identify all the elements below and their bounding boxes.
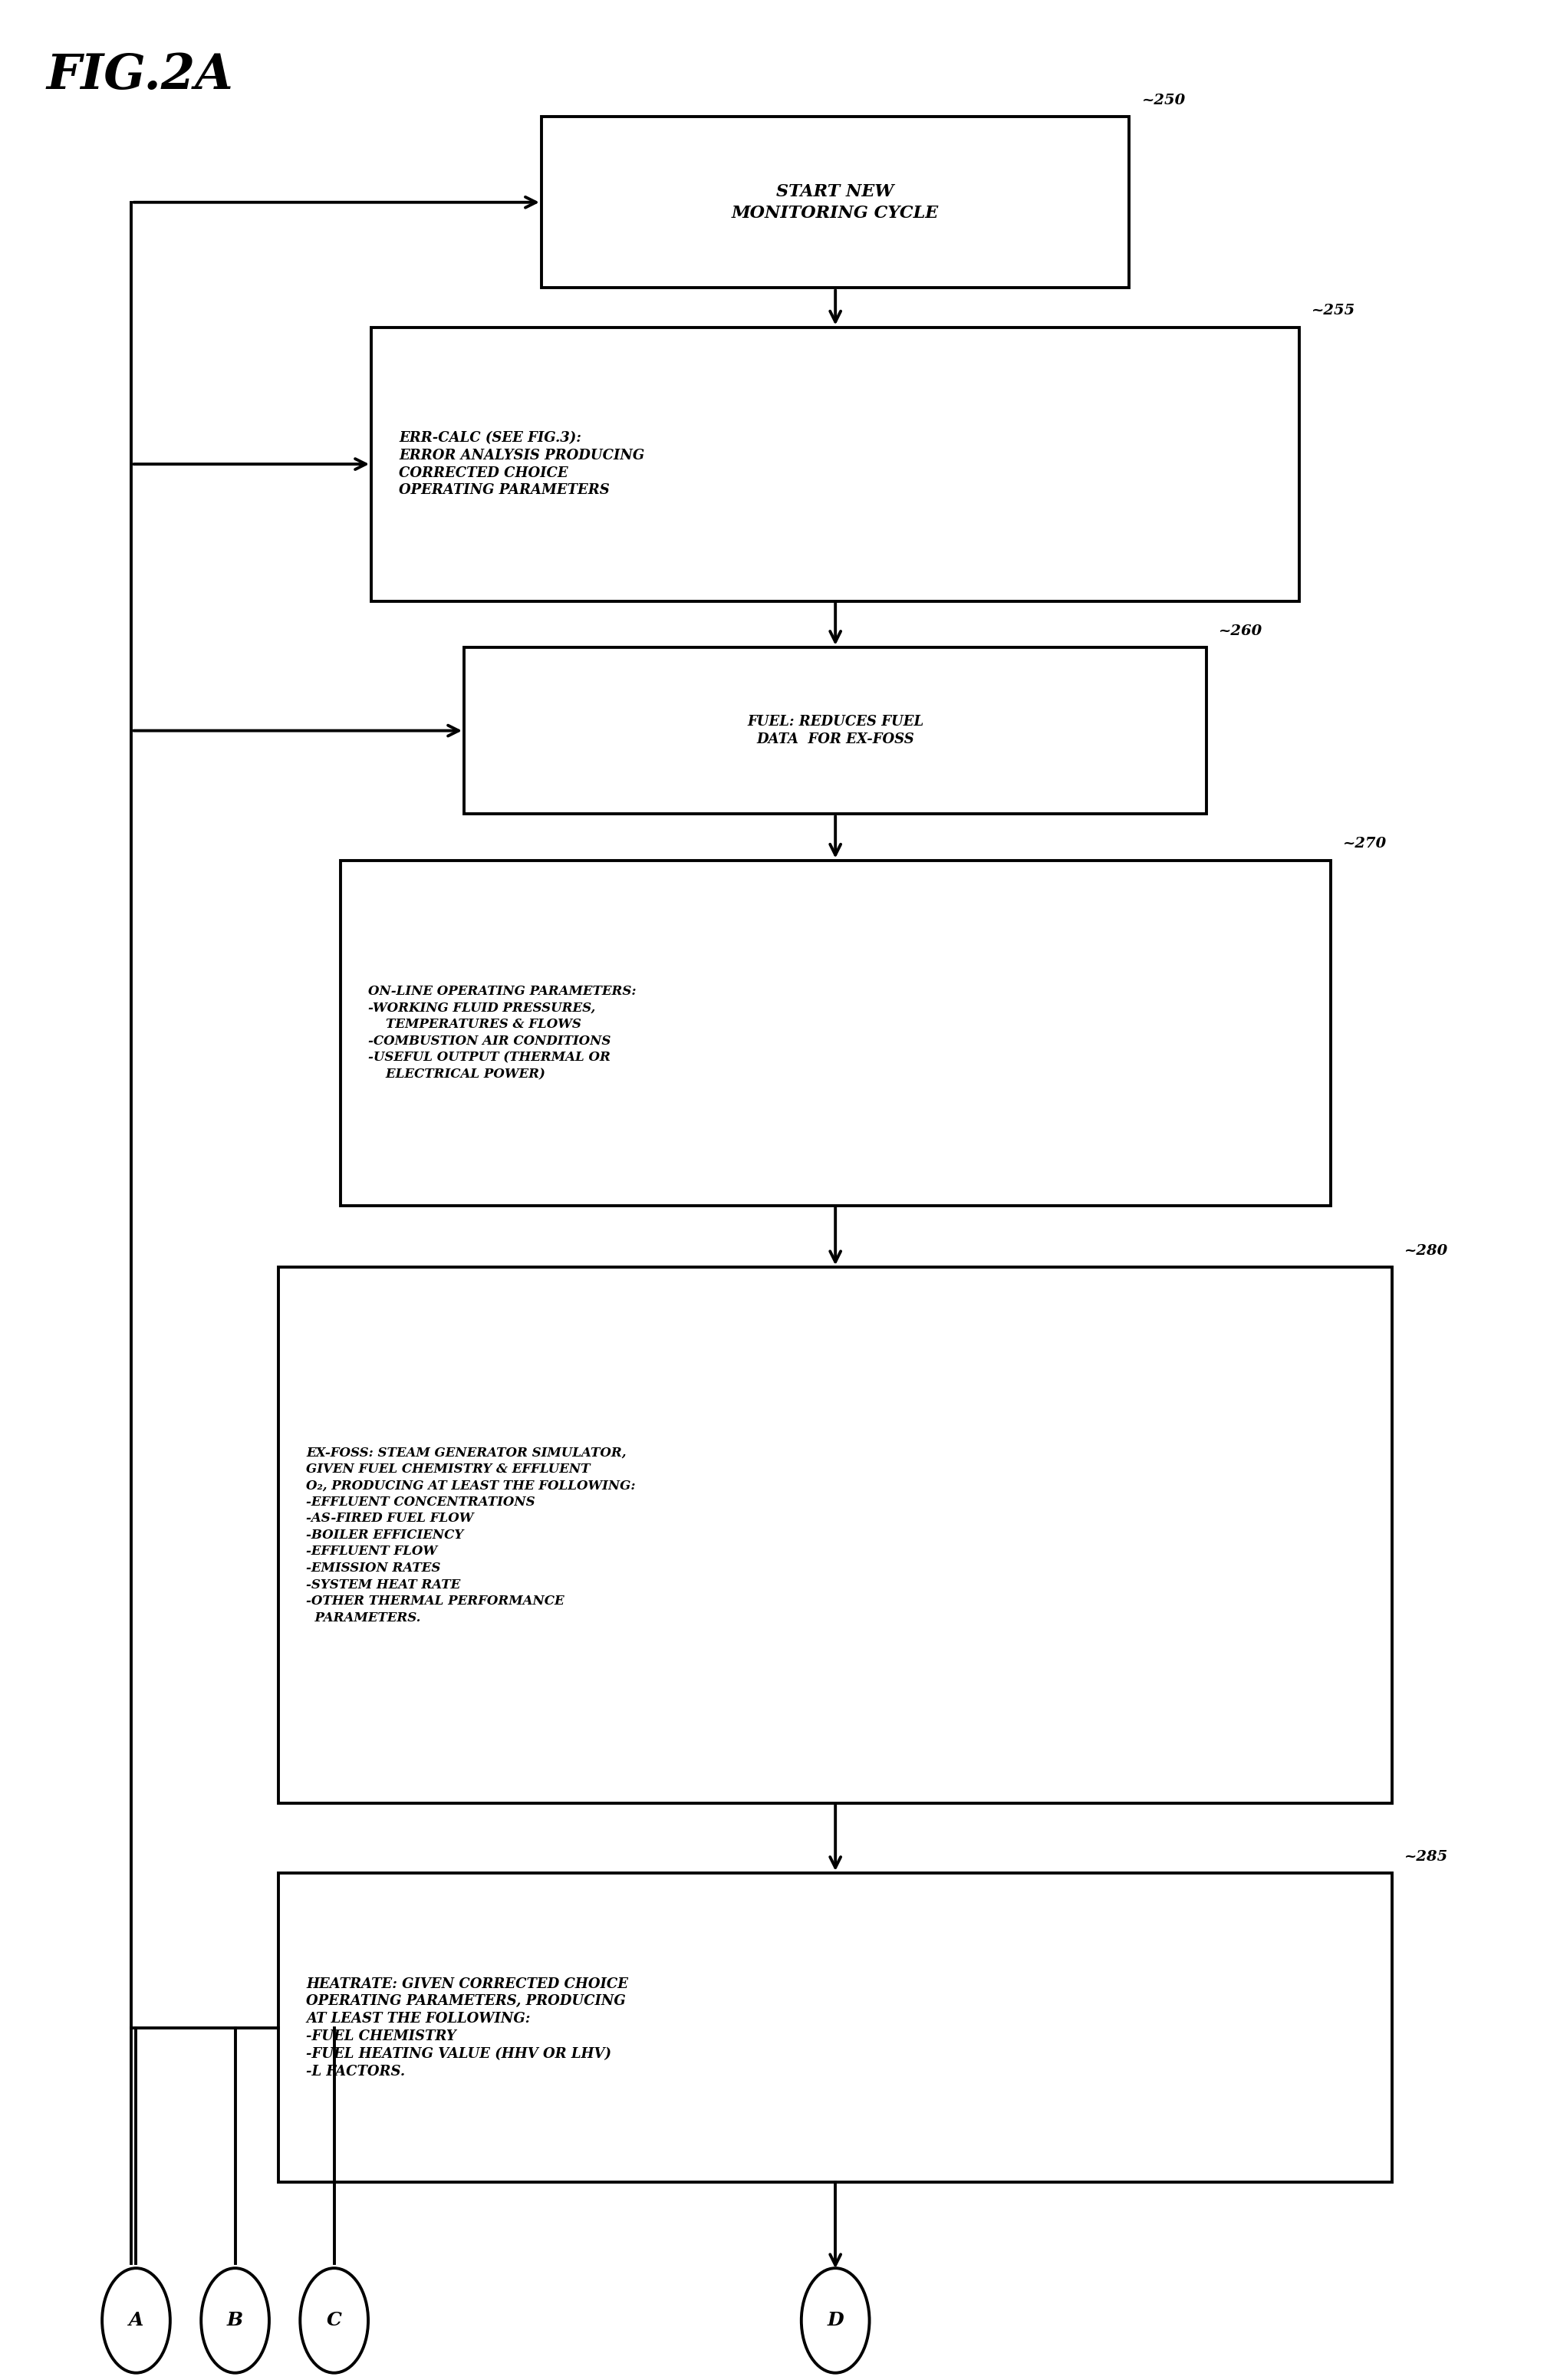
Text: FIG.2A: FIG.2A <box>46 52 234 100</box>
Text: B: B <box>227 2311 243 2330</box>
Bar <box>371 326 1299 600</box>
Text: FUEL: REDUCES FUEL
DATA  FOR EX-FOSS: FUEL: REDUCES FUEL DATA FOR EX-FOSS <box>747 714 924 747</box>
Text: ERR-CALC (SEE FIG.3):
ERROR ANALYSIS PRODUCING
CORRECTED CHOICE
OPERATING PARAME: ERR-CALC (SEE FIG.3): ERROR ANALYSIS PRO… <box>399 431 645 497</box>
Text: C: C <box>326 2311 342 2330</box>
Circle shape <box>102 2268 170 2373</box>
Text: ~260: ~260 <box>1219 624 1262 638</box>
Text: START NEW
MONITORING CYCLE: START NEW MONITORING CYCLE <box>732 183 939 221</box>
Circle shape <box>300 2268 368 2373</box>
Bar <box>340 859 1330 1204</box>
Bar <box>278 1873 1392 2182</box>
Text: D: D <box>828 2311 843 2330</box>
Text: A: A <box>128 2311 144 2330</box>
Bar <box>541 117 1129 288</box>
Circle shape <box>201 2268 269 2373</box>
Text: ~250: ~250 <box>1142 93 1185 107</box>
Text: ~285: ~285 <box>1405 1849 1448 1864</box>
Text: EX-FOSS: STEAM GENERATOR SIMULATOR,
GIVEN FUEL CHEMISTRY & EFFLUENT
O₂, PRODUCIN: EX-FOSS: STEAM GENERATOR SIMULATOR, GIVE… <box>306 1447 636 1623</box>
Text: ON-LINE OPERATING PARAMETERS:
-WORKING FLUID PRESSURES,
    TEMPERATURES & FLOWS: ON-LINE OPERATING PARAMETERS: -WORKING F… <box>368 985 636 1081</box>
Bar <box>278 1266 1392 1804</box>
Text: ~280: ~280 <box>1405 1245 1448 1257</box>
Text: ~255: ~255 <box>1312 305 1355 317</box>
Text: ~270: ~270 <box>1343 838 1386 852</box>
Text: HEATRATE: GIVEN CORRECTED CHOICE
OPERATING PARAMETERS, PRODUCING
AT LEAST THE FO: HEATRATE: GIVEN CORRECTED CHOICE OPERATI… <box>306 1978 628 2078</box>
Circle shape <box>801 2268 869 2373</box>
Bar <box>464 647 1207 814</box>
